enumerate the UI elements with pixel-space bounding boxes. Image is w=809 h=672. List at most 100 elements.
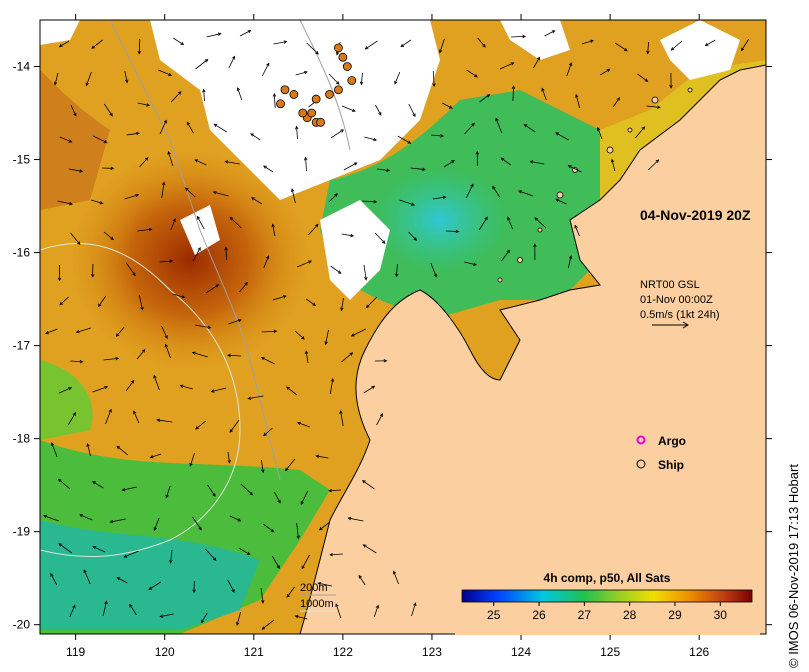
current-vector-head: [266, 62, 270, 67]
x-tick-label: 125: [600, 645, 620, 659]
current-vector-head: [296, 421, 301, 426]
current-vector-head: [164, 343, 168, 348]
current-vector: [614, 42, 628, 52]
x-tick-label: 124: [511, 645, 531, 659]
current-vector: [295, 71, 308, 76]
current-vector-head: [283, 295, 287, 299]
current-vector-head: [358, 574, 362, 579]
current-vector-head: [495, 117, 499, 122]
current-vector: [329, 378, 334, 395]
current-vector-head: [451, 160, 455, 164]
current-vector-head: [201, 619, 205, 624]
current-vector-head: [482, 43, 486, 48]
current-vector: [194, 159, 207, 166]
current-vector-head: [229, 429, 233, 433]
current-vector-head: [251, 197, 255, 201]
current-vector-head: [130, 379, 135, 384]
current-vector-head: [670, 47, 675, 51]
current-vector: [251, 197, 263, 205]
current-vector-head: [300, 501, 304, 505]
colorbar-title: 4h comp, p50, All Sats: [544, 571, 671, 585]
current-vector-head: [340, 307, 344, 312]
current-vector: [54, 72, 59, 85]
current-vector: [170, 91, 182, 103]
current-vector: [225, 161, 240, 165]
current-vector: [116, 446, 129, 456]
copyright: © IMOS 06-Nov-2019 17:13 Hobart: [786, 464, 801, 668]
current-vector-head: [347, 516, 352, 521]
current-vector-head: [149, 455, 154, 459]
current-vector-head: [104, 600, 108, 605]
current-vector: [136, 349, 146, 360]
current-vectors: [43, 30, 750, 630]
current-vector: [227, 579, 235, 593]
current-vector: [376, 413, 383, 426]
current-vector: [58, 479, 71, 490]
current-vector: [50, 573, 58, 586]
ship-position-marker: [316, 117, 326, 127]
current-vector: [411, 603, 416, 617]
current-vector-head: [335, 81, 340, 85]
current-vector: [581, 40, 594, 45]
current-vector: [300, 490, 309, 505]
y-tick-label: -19: [13, 525, 31, 539]
current-vector: [197, 216, 205, 230]
current-vector-head: [189, 462, 193, 467]
current-vector: [90, 199, 103, 204]
current-vector-head: [361, 480, 366, 484]
current-vector-head: [394, 273, 399, 278]
isobath-200m-label: 200m: [300, 582, 328, 594]
current-vector-head: [246, 551, 251, 555]
current-vector: [273, 93, 276, 109]
current-vector-head: [432, 83, 436, 88]
current-vector-head: [308, 260, 313, 264]
current-vector-head: [655, 159, 660, 163]
current-vector-head: [210, 389, 215, 393]
current-vector-head: [169, 559, 173, 564]
current-vector: [443, 160, 455, 168]
y-tick-label: -15: [13, 153, 31, 167]
current-vector-head: [304, 350, 309, 355]
current-vector-head: [294, 614, 299, 619]
current-vector: [534, 217, 547, 229]
current-vector-head: [229, 216, 234, 221]
current-vector-head: [616, 97, 620, 101]
current-vector-head: [115, 333, 120, 338]
current-vector: [68, 168, 83, 172]
current-vector-head: [231, 589, 235, 593]
current-vector: [431, 134, 444, 137]
current-vector-head: [506, 249, 511, 254]
current-vector: [524, 124, 536, 133]
current-vector: [260, 587, 264, 604]
current-vector: [294, 330, 305, 340]
current-vector: [432, 70, 435, 87]
current-vector: [137, 102, 150, 106]
current-vector-head: [217, 32, 222, 36]
current-vector-head: [568, 255, 573, 260]
current-vector-head: [624, 48, 628, 52]
current-vector: [170, 218, 176, 231]
current-vector: [330, 265, 342, 274]
current-vector: [124, 194, 139, 200]
current-vector: [192, 516, 202, 531]
current-vector-head: [207, 325, 212, 329]
current-vector: [567, 255, 572, 269]
current-vector-head: [412, 113, 416, 118]
current-vector-head: [507, 216, 511, 221]
current-vector-head: [191, 351, 196, 355]
current-vector-head: [99, 201, 104, 205]
current-vector-head: [590, 39, 594, 43]
current-vector-head: [337, 270, 342, 274]
current-vector-head: [272, 92, 277, 97]
current-vector-head: [260, 600, 265, 604]
current-vector-head: [290, 188, 295, 193]
current-vector-head: [304, 156, 308, 161]
current-vector: [139, 157, 149, 168]
current-vector-head: [541, 87, 545, 92]
current-vector: [76, 327, 91, 333]
colorbar: 4h comp, p50, All Sats 25 26 27 28 29 30: [455, 565, 760, 635]
current-vector-head: [180, 41, 185, 46]
current-vector-head: [473, 262, 477, 266]
current-vector: [439, 38, 445, 53]
current-vector-head: [148, 586, 153, 590]
